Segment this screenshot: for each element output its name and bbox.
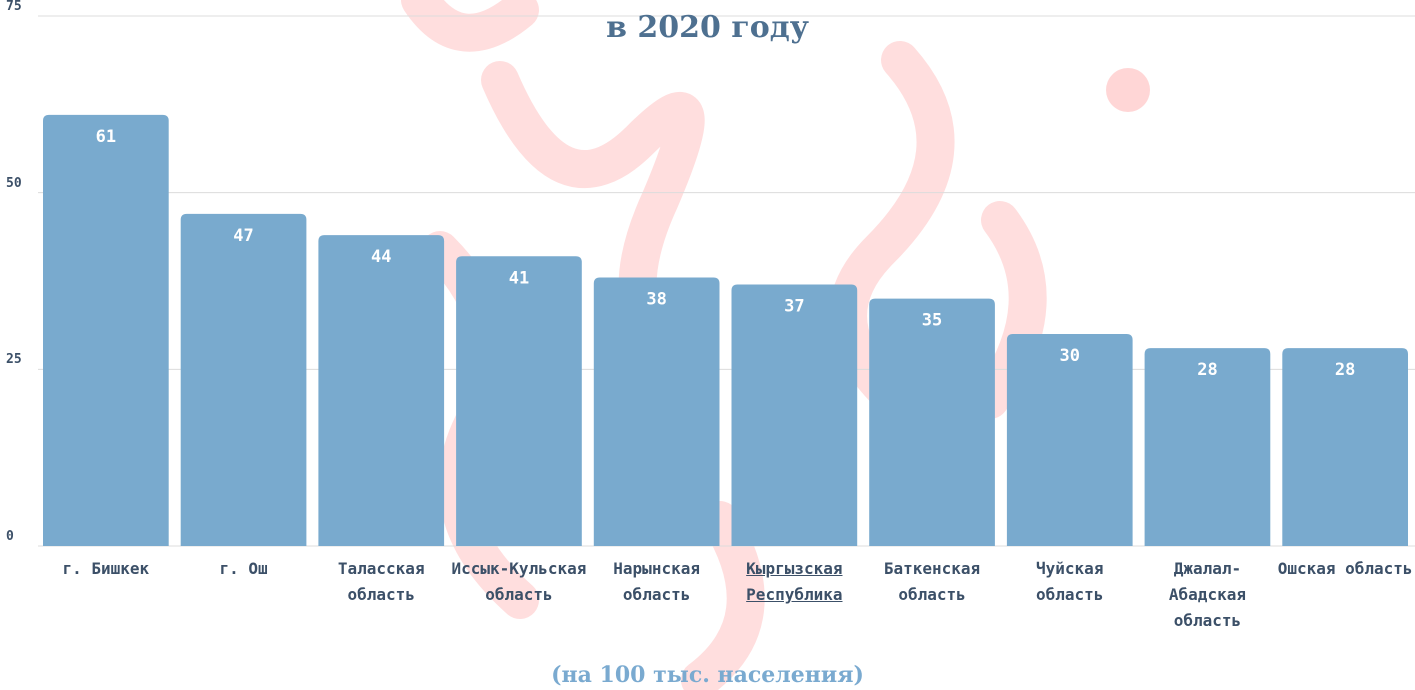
x-tick-label: Ошская область <box>1277 559 1413 578</box>
value-label: 28 <box>1335 360 1355 380</box>
bar <box>43 114 169 546</box>
bar <box>593 277 720 546</box>
y-tick-label: 0 <box>6 529 14 544</box>
y-tick-label: 75 <box>6 0 22 14</box>
value-label: 44 <box>371 247 391 267</box>
x-tick-label: Нарынская область <box>613 559 700 604</box>
x-tick-label: Баткенская область <box>883 559 981 604</box>
bar <box>731 284 858 546</box>
bar <box>1006 334 1133 546</box>
bar <box>180 213 307 546</box>
bar <box>456 256 582 546</box>
bar <box>1144 348 1271 546</box>
bar <box>1282 348 1408 546</box>
value-label: 41 <box>509 268 529 288</box>
value-label: 38 <box>646 289 666 309</box>
y-tick-label: 50 <box>6 175 22 191</box>
value-label: 35 <box>922 311 942 331</box>
chart-subtitle: (на 100 тыс. населения) <box>551 662 864 688</box>
x-tick-label: Чуйская область <box>1036 559 1104 604</box>
x-tick-label: Таласская область <box>337 559 425 604</box>
value-label: 28 <box>1197 360 1217 380</box>
value-label: 61 <box>96 127 116 147</box>
x-tick-label: Джалал-Абадская область <box>1168 559 1246 630</box>
bar <box>318 235 445 547</box>
y-tick-label: 25 <box>6 352 22 368</box>
background-dot <box>1106 68 1150 112</box>
value-label: 47 <box>233 226 253 246</box>
chart-title: в 2020 году <box>606 10 809 45</box>
category-link[interactable]: Кыргызская Республика <box>746 559 843 604</box>
value-label: 30 <box>1060 346 1080 366</box>
x-tick-label: Иссык-Кульская область <box>451 559 587 604</box>
x-tick-label: г. Ош <box>219 559 268 578</box>
value-label: 37 <box>784 297 804 317</box>
bar <box>869 298 995 546</box>
x-tick-label: г. Бишкек <box>62 559 150 578</box>
